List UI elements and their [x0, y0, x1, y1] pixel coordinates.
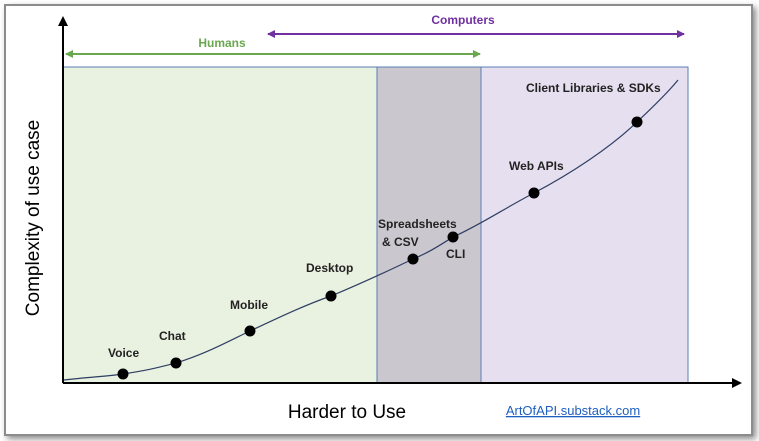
mobile-point	[244, 325, 256, 337]
humans-region	[62, 66, 378, 384]
chat-label: Chat	[159, 329, 186, 343]
cli-label: CLI	[446, 247, 465, 261]
complexity-curve	[63, 79, 679, 381]
computers-range-label: Computers	[431, 13, 495, 27]
x-axis-title: Harder to Use	[288, 402, 406, 423]
humans-range-label: Humans	[198, 36, 246, 50]
desktop-point	[325, 290, 337, 302]
chat-point	[170, 357, 182, 369]
mobile-label: Mobile	[230, 298, 268, 312]
voice-point	[117, 368, 129, 380]
substack-link[interactable]: ArtOfAPI.substack.com	[506, 403, 640, 418]
spreadsheets-label: Spreadsheets	[378, 217, 457, 231]
client-libraries-label: Client Libraries & SDKs	[526, 81, 661, 95]
cli-point	[447, 231, 459, 243]
csv-label: & CSV	[382, 235, 419, 249]
web-apis-point	[528, 187, 540, 199]
client-libraries-point	[631, 116, 643, 128]
desktop-label: Desktop	[306, 261, 353, 275]
y-axis-title: Complexity of use case	[23, 120, 44, 316]
overlap-region	[376, 66, 482, 384]
computers-region	[480, 66, 689, 384]
voice-label: Voice	[108, 346, 139, 360]
web-apis-label: Web APIs	[509, 159, 564, 173]
spreadsheets-point	[407, 253, 419, 265]
